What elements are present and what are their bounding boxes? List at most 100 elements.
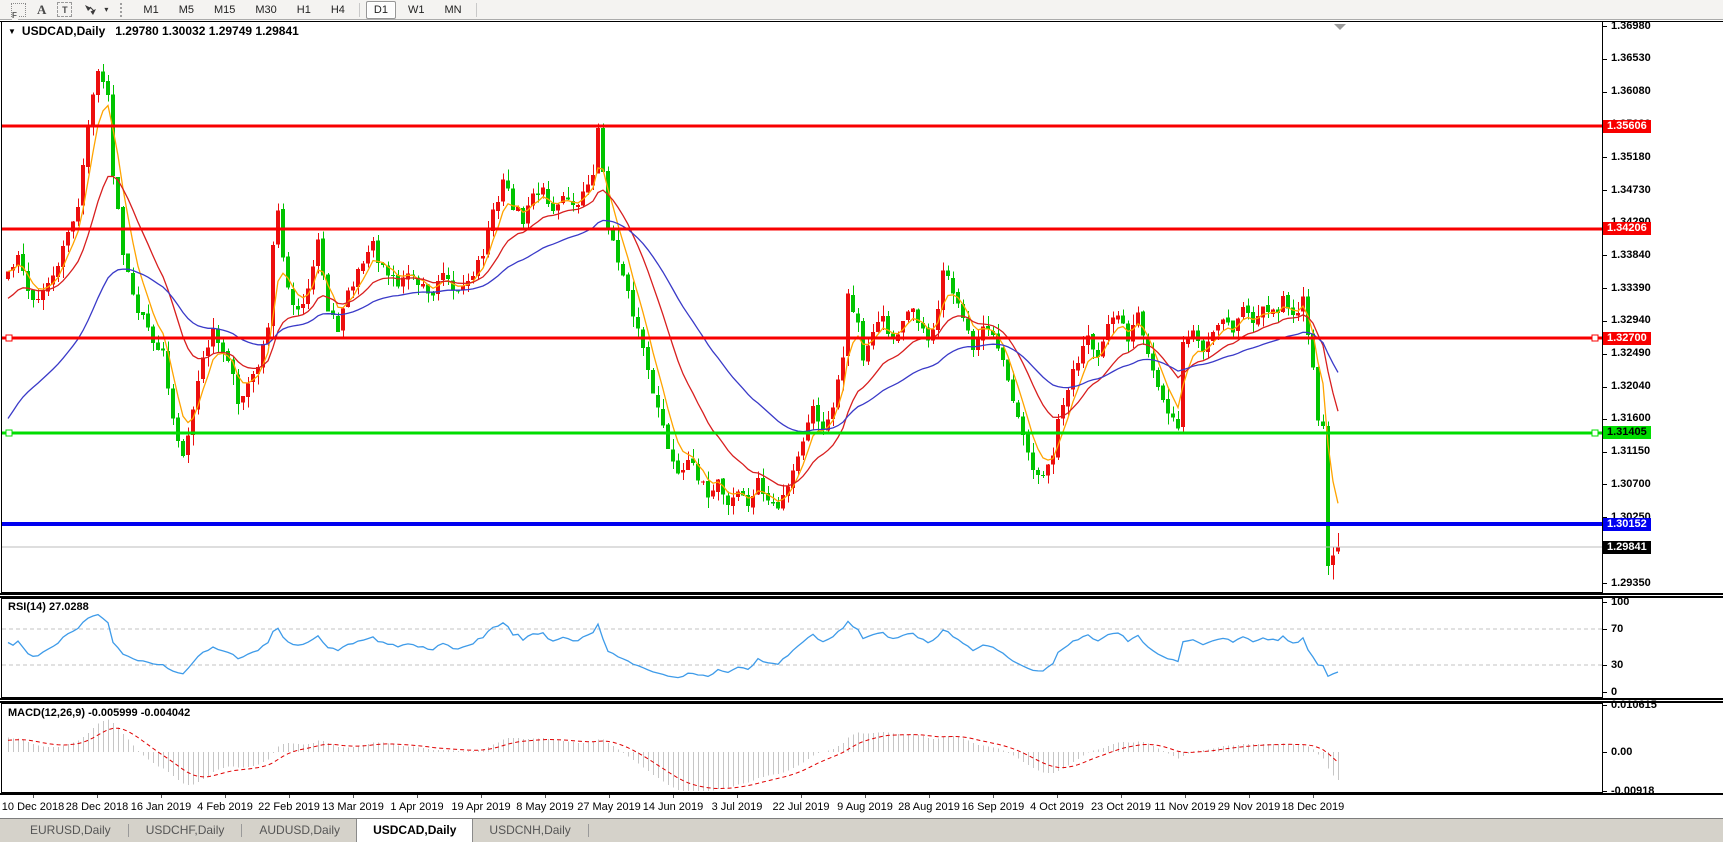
timeframe-button-w1[interactable]: W1 bbox=[407, 3, 425, 16]
date-tick bbox=[1185, 795, 1186, 798]
hline-handle[interactable] bbox=[5, 334, 13, 342]
candle-body bbox=[1031, 452, 1035, 471]
tab-usdcad-daily[interactable]: USDCAD,Daily bbox=[356, 819, 474, 842]
dropdown-caret-icon[interactable]: ▾ bbox=[104, 5, 109, 14]
candle-body bbox=[1036, 470, 1040, 475]
candle-body bbox=[361, 263, 365, 271]
candle-body bbox=[546, 189, 550, 204]
candle-body bbox=[286, 256, 290, 288]
date-label: 1 Apr 2019 bbox=[390, 801, 444, 813]
candle-body bbox=[351, 286, 355, 291]
date-tick bbox=[33, 795, 34, 798]
text-box-icon[interactable]: T bbox=[57, 2, 73, 17]
date-tick bbox=[161, 795, 162, 798]
candle-body bbox=[471, 276, 475, 280]
timeframe-button-h4[interactable]: H4 bbox=[330, 3, 345, 16]
candle-body bbox=[756, 478, 760, 495]
candle-body bbox=[531, 193, 535, 206]
candle-body bbox=[1331, 555, 1335, 565]
price-flag-1.34206: 1.34206 bbox=[1603, 222, 1651, 235]
fibo-grid-icon[interactable]: F bbox=[11, 2, 26, 20]
rsi-chart[interactable] bbox=[2, 599, 1602, 697]
timeframe-button-mn[interactable]: MN bbox=[444, 3, 462, 16]
date-tick bbox=[865, 795, 866, 798]
panel-splitter-main-rsi[interactable] bbox=[0, 593, 1723, 598]
price-tick bbox=[1602, 419, 1607, 420]
candlestick-chart[interactable] bbox=[2, 22, 1602, 592]
timeframe-button-m30[interactable]: M30 bbox=[255, 3, 277, 16]
candle-body bbox=[686, 460, 690, 470]
candle-body bbox=[1206, 341, 1210, 352]
toolbar-grip[interactable] bbox=[120, 2, 125, 17]
date-tick bbox=[993, 795, 994, 798]
candle-body bbox=[1111, 317, 1115, 325]
candle-body bbox=[296, 305, 300, 310]
candle-body bbox=[336, 316, 340, 332]
candle-body bbox=[11, 266, 15, 271]
candle-body bbox=[236, 374, 240, 405]
candle-body bbox=[141, 311, 145, 315]
price-tick-label: 1.30700 bbox=[1611, 478, 1651, 490]
candle-body bbox=[796, 456, 800, 472]
panel-splitter-rsi-macd[interactable] bbox=[0, 698, 1723, 703]
chart-shift-marker-icon[interactable] bbox=[1334, 24, 1346, 30]
candle-body bbox=[716, 479, 720, 492]
timeframe-button-m5[interactable]: M5 bbox=[178, 3, 194, 16]
timeframe-button-h1[interactable]: H1 bbox=[296, 3, 311, 16]
candle-body bbox=[1126, 323, 1130, 342]
candle-body bbox=[876, 322, 880, 332]
timeframe-button-d1[interactable]: D1 bbox=[365, 0, 396, 19]
candle-body bbox=[561, 196, 565, 204]
tab-eurusd-daily[interactable]: EURUSD,Daily bbox=[30, 823, 111, 837]
tab-usdchf-daily[interactable]: USDCHF,Daily bbox=[145, 823, 225, 837]
chart-title-collapse-icon[interactable]: ▼ bbox=[8, 26, 16, 36]
macd-tick bbox=[1602, 752, 1607, 753]
candle-body bbox=[696, 464, 700, 481]
main-chart-panel[interactable] bbox=[1, 21, 1603, 593]
candle-body bbox=[426, 284, 430, 294]
timeframe-button-m1[interactable]: M1 bbox=[143, 3, 159, 16]
candle-body bbox=[671, 449, 675, 462]
candle-body bbox=[1231, 320, 1235, 333]
top-toolbar: F A T ▾ M1 M5 M15 M30 H1 H4 D1 W1 MN bbox=[0, 0, 1723, 20]
candle-body bbox=[186, 435, 190, 456]
candle-body bbox=[1131, 325, 1135, 342]
macd-panel[interactable] bbox=[1, 703, 1603, 793]
date-label: 23 Oct 2019 bbox=[1091, 801, 1151, 813]
tab-usdcnh-daily[interactable]: USDCNH,Daily bbox=[489, 823, 571, 837]
candle-body bbox=[1166, 398, 1170, 414]
time-axis[interactable] bbox=[0, 795, 1723, 818]
text-label-icon[interactable]: A bbox=[37, 1, 47, 17]
hline-handle[interactable] bbox=[1591, 334, 1599, 342]
tab-audusd-daily[interactable]: AUDUSD,Daily bbox=[259, 823, 341, 837]
candle-body bbox=[496, 201, 500, 211]
candle-body bbox=[1061, 404, 1065, 419]
date-tick bbox=[225, 795, 226, 798]
candle-body bbox=[991, 331, 995, 335]
candle-body bbox=[501, 179, 505, 202]
candle-body bbox=[301, 303, 305, 308]
candle-body bbox=[951, 277, 955, 294]
rsi-panel[interactable] bbox=[1, 598, 1603, 698]
date-tick bbox=[1121, 795, 1122, 798]
candle-body bbox=[81, 165, 85, 206]
hline-handle[interactable] bbox=[5, 429, 13, 437]
chart-title-quote: 1.29780 1.30032 1.29749 1.29841 bbox=[115, 24, 299, 38]
price-flag-1.31405: 1.31405 bbox=[1603, 426, 1651, 439]
candle-body bbox=[151, 326, 155, 343]
candle-body bbox=[1161, 385, 1165, 400]
candle-body bbox=[416, 277, 420, 286]
arrow-objects-icon[interactable]: ▾ bbox=[83, 3, 108, 17]
hline-handle[interactable] bbox=[1591, 429, 1599, 437]
timeframe-button-m15[interactable]: M15 bbox=[213, 3, 236, 16]
candle-body bbox=[571, 201, 575, 206]
rsi-value: 27.0288 bbox=[48, 601, 89, 613]
rsi-tick-label: 0 bbox=[1611, 686, 1618, 698]
candle-body bbox=[321, 238, 325, 276]
date-label: 28 Aug 2019 bbox=[898, 801, 960, 813]
candle-body bbox=[836, 379, 840, 408]
date-label: 3 Jul 2019 bbox=[711, 801, 763, 813]
candle-body bbox=[811, 406, 815, 424]
macd-chart[interactable] bbox=[2, 704, 1602, 792]
candle-body bbox=[681, 469, 685, 473]
